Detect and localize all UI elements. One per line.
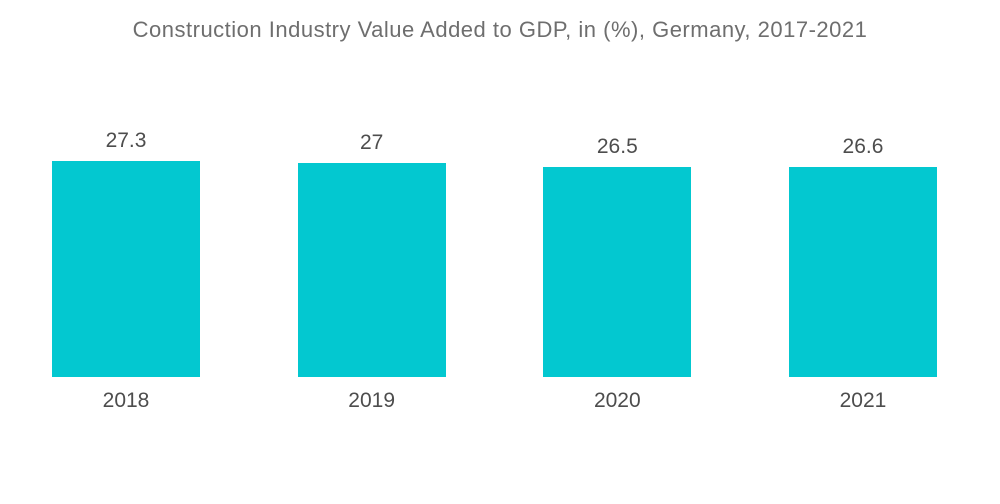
bar-value-label: 27.3 [105,129,147,152]
bar-value-label: 26.5 [596,135,638,158]
bar-category-label: 2018 [102,389,150,412]
chart-title: Construction Industry Value Added to GDP… [132,17,868,42]
bar-group-2018: 27.3 2018 [52,129,200,412]
bar-2020 [543,167,692,377]
bar-group-2019: 27 2019 [297,131,446,412]
bar-category-label: 2020 [593,389,641,412]
bar-2018 [52,161,200,377]
bar-value-label: 26.6 [842,135,884,158]
bar-2021 [788,167,937,377]
bar-value-label: 27 [359,131,384,154]
bar-category-label: 2019 [348,389,396,412]
plot-area: 27.3 2018 27 2019 26.5 2020 26.6 2021 [52,0,937,412]
bar-2019 [297,163,446,377]
bar-category-label: 2021 [839,389,887,412]
bar-group-2020: 26.5 2020 [543,135,692,412]
bar-group-2021: 26.6 2021 [788,135,937,412]
